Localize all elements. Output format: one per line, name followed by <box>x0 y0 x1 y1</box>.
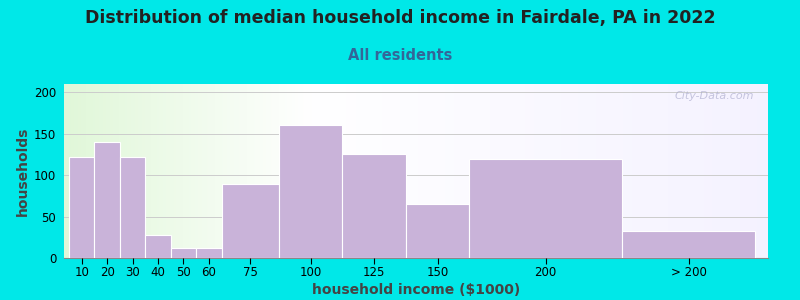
Text: All residents: All residents <box>348 48 452 63</box>
Bar <box>278 124 342 258</box>
Bar <box>94 142 120 258</box>
Bar <box>69 157 94 258</box>
Bar <box>196 248 222 258</box>
Text: City-Data.com: City-Data.com <box>674 91 754 101</box>
Bar <box>120 157 146 258</box>
Text: Distribution of median household income in Fairdale, PA in 2022: Distribution of median household income … <box>85 9 715 27</box>
Bar <box>470 159 622 258</box>
Bar <box>170 248 196 258</box>
Y-axis label: households: households <box>16 126 30 216</box>
Bar <box>406 204 470 258</box>
Bar <box>146 235 170 258</box>
Bar <box>622 231 755 258</box>
X-axis label: household income ($1000): household income ($1000) <box>312 284 520 298</box>
Bar <box>222 184 278 258</box>
Bar <box>342 154 406 258</box>
